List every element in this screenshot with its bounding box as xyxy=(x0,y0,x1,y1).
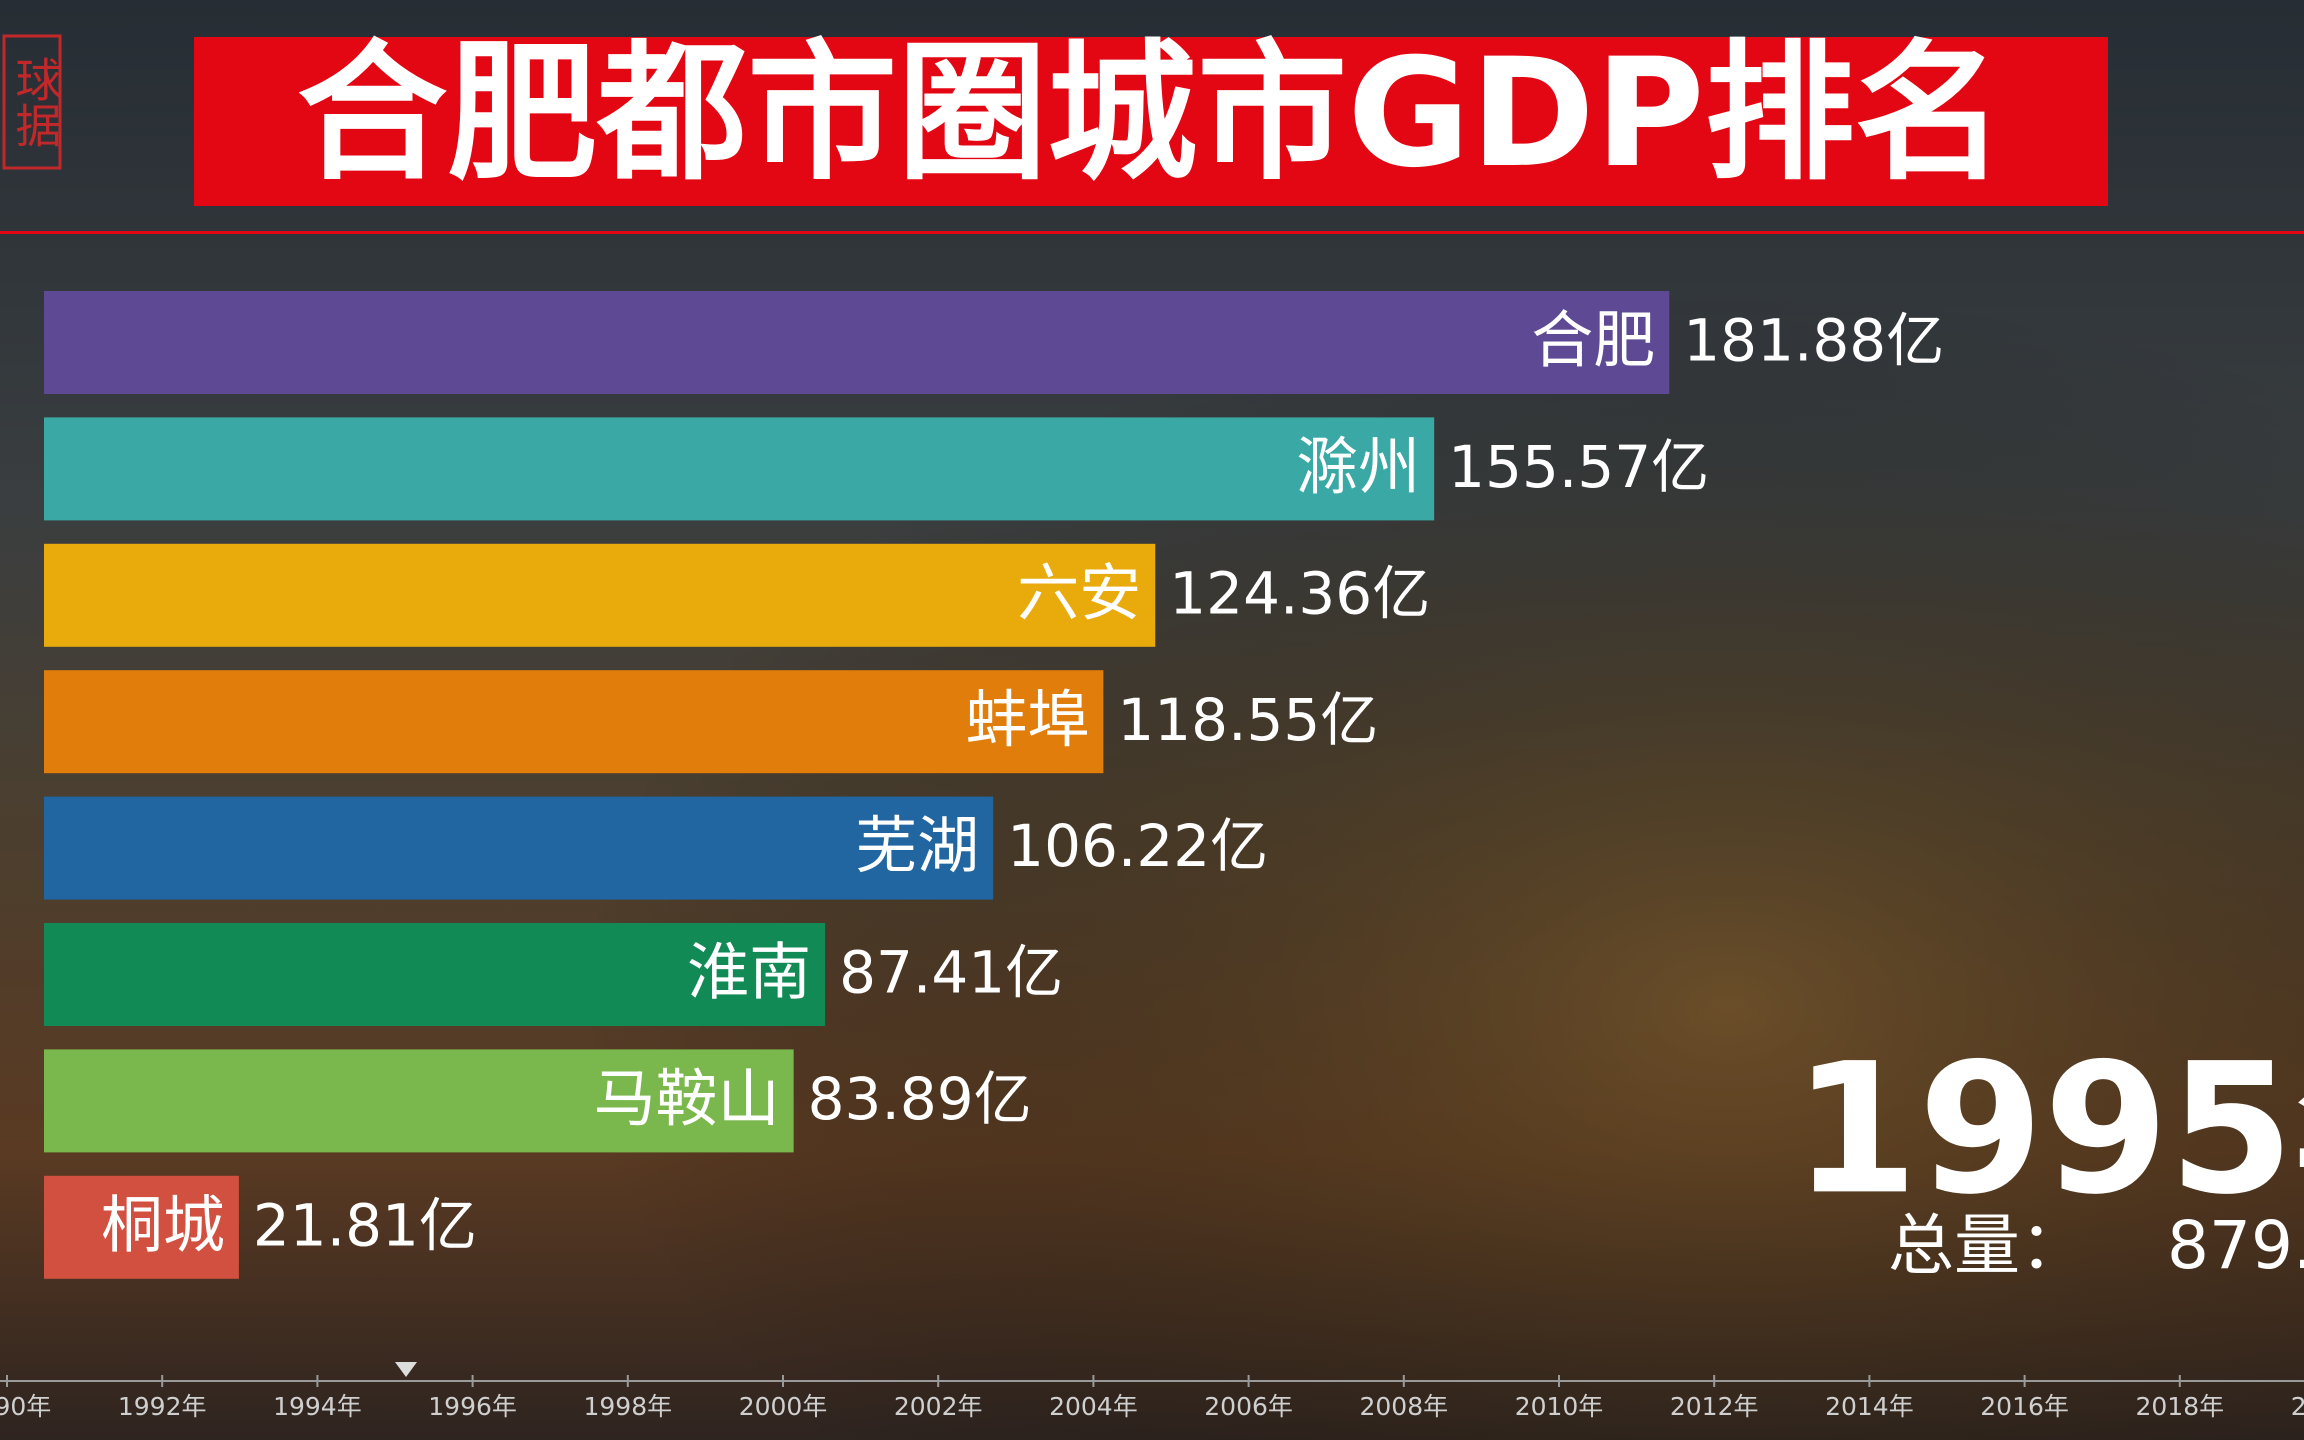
bar-label: 淮南 xyxy=(687,936,811,1009)
bar xyxy=(44,796,994,900)
timeline-label: 2012年 xyxy=(1670,1392,1759,1421)
timeline-label: 1996年 xyxy=(428,1392,517,1421)
bar xyxy=(44,543,1156,647)
bar-label: 六安 xyxy=(1017,556,1141,629)
timeline-label: 2010年 xyxy=(1515,1392,1604,1421)
value-label: 21.81亿 xyxy=(253,1191,477,1259)
timeline-marker xyxy=(395,1362,417,1377)
timeline-label: 1992年 xyxy=(118,1392,207,1421)
timeline-label: 1998年 xyxy=(583,1392,672,1421)
timeline-label: 2002年 xyxy=(894,1392,983,1421)
bar xyxy=(44,1049,794,1153)
title-box xyxy=(194,37,2108,206)
logo: 球据 xyxy=(2,34,63,170)
bar-label: 蚌埠 xyxy=(965,683,1089,756)
timeline-label: 2018年 xyxy=(2135,1392,2224,1421)
chart-title: 合肥都市圈城市GDP排名 xyxy=(297,27,2005,201)
logo-text: 球据 xyxy=(9,56,63,148)
title-rule xyxy=(0,231,2304,234)
bar xyxy=(44,923,826,1026)
bar-label: 滁州 xyxy=(1296,430,1420,503)
bar xyxy=(44,417,1435,521)
timeline-label: 1994年 xyxy=(273,1392,362,1421)
total-value: 879.69亿 xyxy=(2167,1207,2304,1284)
bar-label: 芜湖 xyxy=(855,809,979,882)
value-label: 118.55亿 xyxy=(1117,686,1378,754)
value-label: 124.36亿 xyxy=(1169,559,1430,627)
bar-label: 马鞍山 xyxy=(594,1062,780,1135)
timeline-label: 2008年 xyxy=(1359,1392,1448,1421)
total-label: 总量： xyxy=(1888,1207,2086,1284)
value-label: 83.89亿 xyxy=(808,1065,1032,1133)
bar-label: 合肥 xyxy=(1531,304,1655,377)
bar xyxy=(44,291,1670,394)
timeline-label: 2014年 xyxy=(1825,1392,1914,1421)
timeline-label: 2016年 xyxy=(1980,1392,2069,1421)
timeline-label: 1990年 xyxy=(0,1392,51,1421)
bar xyxy=(44,1175,239,1279)
timeline-label: 2020年 xyxy=(2291,1392,2304,1421)
timeline-label: 2004年 xyxy=(1049,1392,1138,1421)
logo-frame xyxy=(2,34,62,170)
timeline-label: 2006年 xyxy=(1204,1392,1293,1421)
value-label: 106.22亿 xyxy=(1007,812,1268,880)
value-label: 155.57亿 xyxy=(1448,433,1709,501)
timeline-label: 2000年 xyxy=(739,1392,828,1421)
bar-label: 桐城 xyxy=(101,1188,225,1261)
bar xyxy=(44,670,1104,774)
current-year: 1995年 xyxy=(1793,1025,2304,1234)
value-label: 87.41亿 xyxy=(839,939,1063,1007)
value-label: 181.88亿 xyxy=(1683,307,1944,375)
